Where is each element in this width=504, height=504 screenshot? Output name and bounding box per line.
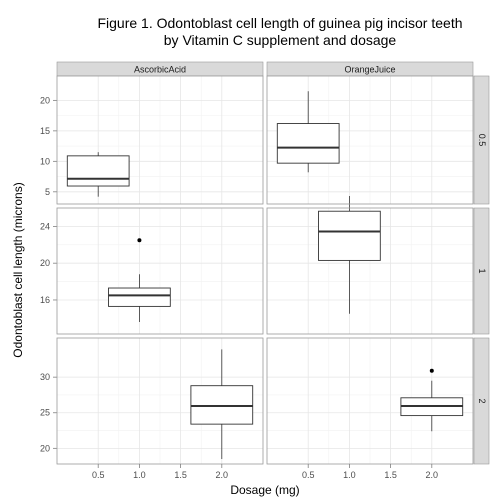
y-tick-label: 20 [40, 443, 50, 453]
outlier-point [430, 369, 434, 373]
x-tick-label: 0.5 [92, 470, 105, 480]
facet-panel [57, 208, 263, 334]
y-tick-label: 20 [40, 95, 50, 105]
box-iqr [67, 156, 129, 186]
y-tick-label: 30 [40, 372, 50, 382]
x-tick-label: 1.5 [174, 470, 187, 480]
plot-area: AscorbicAcid OrangeJuice 0.5 5 10 15 20 1 16 20 24… [40, 62, 489, 480]
x-tick-label: 0.5 [302, 470, 315, 480]
box-iqr [109, 288, 171, 306]
x-tick-label: 1.0 [343, 470, 356, 480]
outlier-point [137, 238, 141, 242]
x-tick-label: 1.0 [133, 470, 146, 480]
facet-strip-label: 2 [477, 398, 487, 403]
box-iqr [277, 124, 339, 164]
x-tick-label: 2.0 [426, 470, 439, 480]
chart-title-line2: by Vitamin C supplement and dosage [164, 32, 397, 48]
y-tick-label: 16 [40, 295, 50, 305]
facet-strip-label: 1 [477, 268, 487, 273]
chart-title-line1: Figure 1. Odontoblast cell length of gui… [97, 15, 462, 31]
x-axis-title: Dosage (mg) [230, 483, 299, 497]
x-tick-label: 2.0 [216, 470, 229, 480]
y-tick-label: 25 [40, 408, 50, 418]
y-tick-label: 5 [45, 187, 50, 197]
facet-strip-label: AscorbicAcid [134, 65, 186, 75]
x-tick-label: 1.5 [384, 470, 397, 480]
y-axis-title: Odontoblast cell length (microns) [11, 182, 25, 357]
y-tick-label: 10 [40, 156, 50, 166]
y-tick-label: 24 [40, 221, 50, 231]
facet-strip-label: OrangeJuice [344, 65, 395, 75]
y-tick-label: 20 [40, 258, 50, 268]
box-iqr [319, 211, 381, 260]
box-iqr [191, 386, 253, 424]
y-tick-label: 15 [40, 126, 50, 136]
facet-strip-label: 0.5 [477, 134, 487, 147]
